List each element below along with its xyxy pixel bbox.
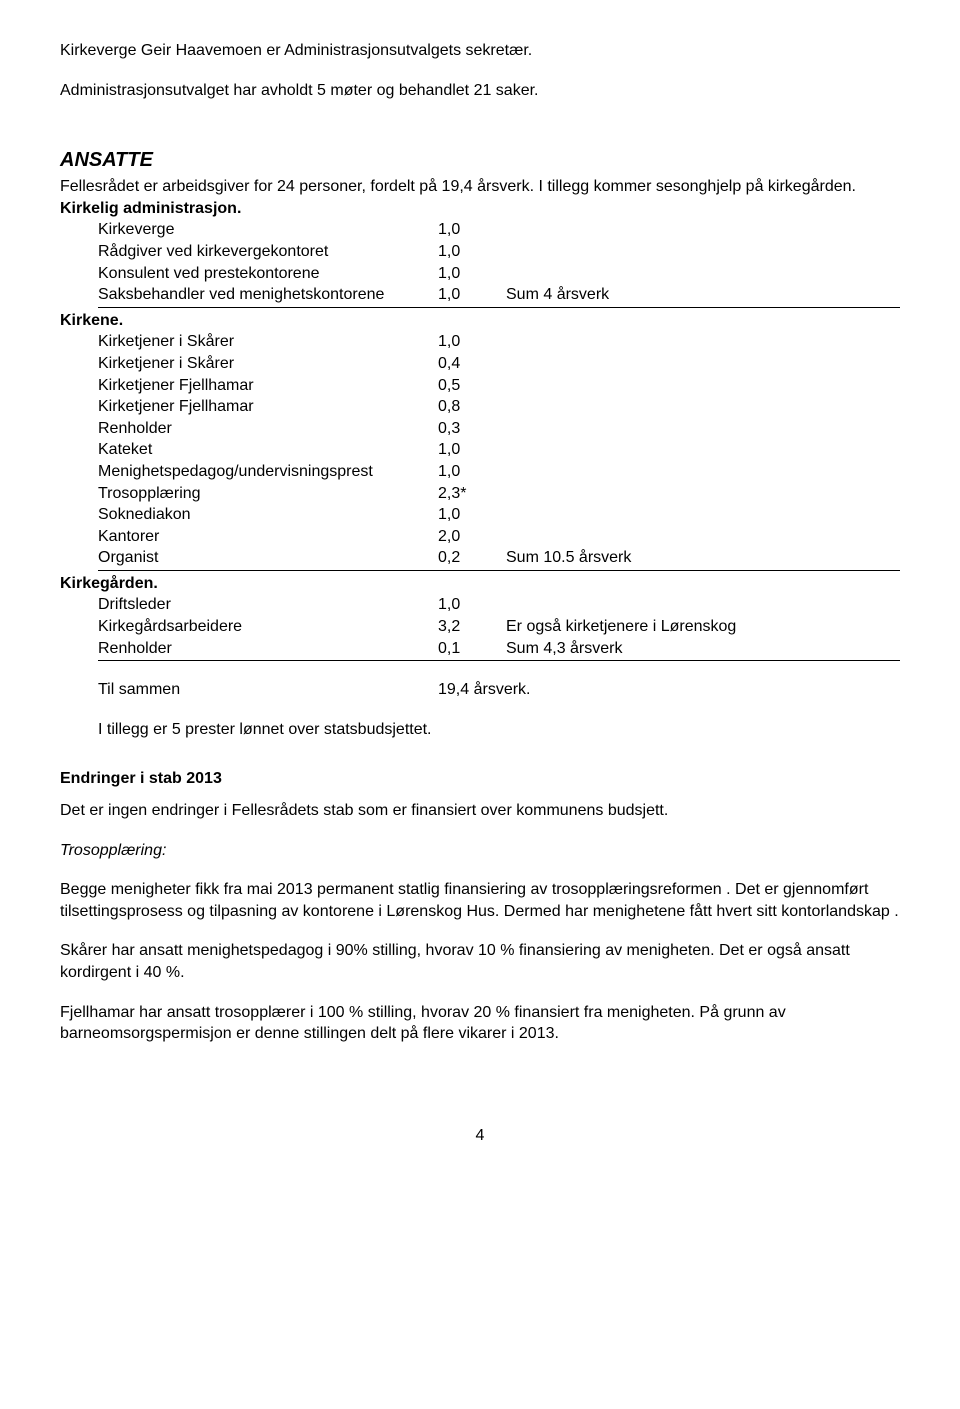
tillegg-line: I tillegg er 5 prester lønnet over stats… (60, 719, 900, 741)
row-value: 3,2 (438, 616, 498, 638)
table-row: Kirkegårdsarbeidere3,2Er også kirketjene… (98, 616, 900, 638)
row-value: 0,8 (438, 396, 498, 418)
row-value: 1,0 (438, 219, 498, 241)
row-label: Konsulent ved prestekontorene (98, 263, 438, 285)
row-value: 0,1 (438, 638, 498, 662)
table-row: Kirkeverge 1,0 (98, 219, 900, 241)
row-label: Soknediakon (98, 504, 438, 526)
row-label: Saksbehandler ved menighetskontorene (98, 284, 438, 308)
row-label: Menighetspedagog/undervisningsprest (98, 461, 438, 483)
table-row: Saksbehandler ved menighetskontorene 1,0… (98, 284, 900, 308)
kirkene-heading: Kirkene. (60, 310, 900, 332)
row-note: Sum 4 årsverk (498, 284, 900, 308)
row-label: Kantorer (98, 526, 438, 548)
row-value: 1,0 (438, 461, 498, 483)
row-note: Sum 10.5 årsverk (498, 547, 900, 571)
row-label: Kirkegårdsarbeidere (98, 616, 438, 638)
row-note: Sum 4,3 årsverk (498, 638, 900, 662)
table-row: Soknediakon1,0 (98, 504, 900, 526)
row-value: 0,3 (438, 418, 498, 440)
row-label: Kirketjener Fjellhamar (98, 396, 438, 418)
table-row: Menighetspedagog/undervisningsprest1,0 (98, 461, 900, 483)
table-row: Rådgiver ved kirkevergekontoret 1,0 (98, 241, 900, 263)
page-number: 4 (60, 1125, 900, 1147)
row-label: Organist (98, 547, 438, 571)
row-label: Renholder (98, 418, 438, 440)
row-value: 0,5 (438, 375, 498, 397)
row-label: Renholder (98, 638, 438, 662)
endringer-p2: Begge menigheter fikk fra mai 2013 perma… (60, 879, 900, 922)
table-row: Organist 0,2 Sum 10.5 årsverk (98, 547, 900, 571)
row-label: Kirketjener i Skårer (98, 331, 438, 353)
row-value: 1,0 (438, 594, 498, 616)
intro-line-1: Kirkeverge Geir Haavemoen er Administras… (60, 40, 900, 62)
row-label: Driftsleder (98, 594, 438, 616)
row-label: Rådgiver ved kirkevergekontoret (98, 241, 438, 263)
table-row: Trosopplæring2,3* (98, 483, 900, 505)
row-value: 0,4 (438, 353, 498, 375)
endringer-p1: Det er ingen endringer i Fellesrådets st… (60, 800, 900, 822)
kirkene-block: Kirketjener i Skårer1,0 Kirketjener i Sk… (60, 331, 900, 571)
ansatte-title: ANSATTE (60, 147, 900, 174)
row-label: Trosopplæring (98, 483, 438, 505)
table-row: Kateket1,0 (98, 439, 900, 461)
row-label: Kirketjener i Skårer (98, 353, 438, 375)
ansatte-desc: Fellesrådet er arbeidsgiver for 24 perso… (60, 176, 900, 198)
gaarden-block: Driftsleder1,0 Kirkegårdsarbeidere3,2Er … (60, 594, 900, 661)
endringer-p4: Fjellhamar har ansatt trosopplærer i 100… (60, 1002, 900, 1045)
table-row: Kirketjener i Skårer1,0 (98, 331, 900, 353)
gaarden-heading: Kirkegården. (60, 573, 900, 595)
til-sammen-value: 19,4 årsverk. (438, 679, 900, 701)
row-value: 1,0 (438, 439, 498, 461)
til-sammen-block: Til sammen 19,4 årsverk. (60, 679, 900, 701)
table-row: Renholder0,3 (98, 418, 900, 440)
table-row: Kirketjener Fjellhamar0,8 (98, 396, 900, 418)
til-sammen-label: Til sammen (98, 679, 438, 701)
endringer-title: Endringer i stab 2013 (60, 768, 900, 790)
table-row: Kirketjener i Skårer0,4 (98, 353, 900, 375)
row-label: Kirketjener Fjellhamar (98, 375, 438, 397)
table-row: Kirketjener Fjellhamar0,5 (98, 375, 900, 397)
row-value: 1,0 (438, 263, 498, 285)
intro-line-2: Administrasjonsutvalget har avholdt 5 mø… (60, 80, 900, 102)
row-value: 1,0 (438, 284, 498, 308)
row-label: Kateket (98, 439, 438, 461)
table-row: Driftsleder1,0 (98, 594, 900, 616)
admin-block: Kirkeverge 1,0 Rådgiver ved kirkevergeko… (60, 219, 900, 307)
table-row: Renholder 0,1 Sum 4,3 årsverk (98, 638, 900, 662)
row-value: 2,0 (438, 526, 498, 548)
admin-heading: Kirkelig administrasjon. (60, 198, 900, 220)
row-value: 1,0 (438, 504, 498, 526)
table-row: Kantorer2,0 (98, 526, 900, 548)
row-value: 1,0 (438, 241, 498, 263)
row-note: Er også kirketjenere i Lørenskog (498, 616, 900, 638)
endringer-sub-title: Trosopplæring: (60, 840, 900, 862)
endringer-p3: Skårer har ansatt menighetspedagog i 90%… (60, 940, 900, 983)
row-value: 0,2 (438, 547, 498, 571)
row-value: 2,3* (438, 483, 498, 505)
table-row: Konsulent ved prestekontorene 1,0 (98, 263, 900, 285)
row-label: Kirkeverge (98, 219, 438, 241)
row-value: 1,0 (438, 331, 498, 353)
